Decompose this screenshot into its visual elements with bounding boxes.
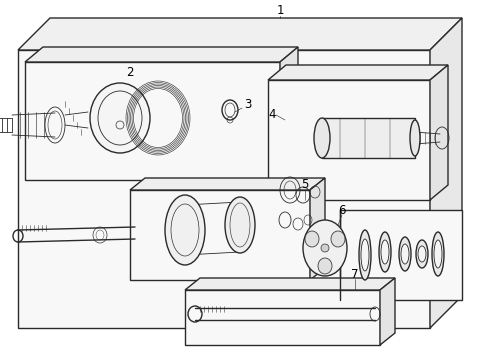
Ellipse shape	[378, 232, 390, 272]
Text: 4: 4	[268, 108, 275, 122]
Ellipse shape	[164, 195, 204, 265]
Text: 5: 5	[301, 179, 308, 192]
Text: 7: 7	[350, 269, 358, 282]
Ellipse shape	[409, 120, 419, 156]
Polygon shape	[18, 50, 429, 328]
Text: 2: 2	[126, 66, 134, 78]
Polygon shape	[130, 190, 309, 280]
Ellipse shape	[317, 258, 331, 274]
Polygon shape	[429, 65, 447, 200]
Ellipse shape	[313, 118, 329, 158]
Polygon shape	[429, 18, 461, 328]
Ellipse shape	[330, 231, 345, 247]
Polygon shape	[184, 290, 379, 345]
Ellipse shape	[90, 83, 150, 153]
Ellipse shape	[380, 240, 388, 264]
Ellipse shape	[358, 230, 370, 280]
Polygon shape	[280, 47, 297, 180]
Text: 6: 6	[338, 203, 345, 216]
Ellipse shape	[431, 232, 443, 276]
Ellipse shape	[398, 237, 410, 271]
Ellipse shape	[417, 246, 425, 262]
Ellipse shape	[360, 239, 368, 271]
Polygon shape	[267, 80, 429, 200]
Polygon shape	[267, 65, 447, 80]
Polygon shape	[339, 210, 461, 300]
Polygon shape	[321, 118, 414, 158]
Ellipse shape	[400, 244, 408, 264]
Ellipse shape	[433, 240, 441, 268]
Polygon shape	[25, 47, 297, 62]
Polygon shape	[309, 178, 325, 280]
Ellipse shape	[303, 220, 346, 276]
Polygon shape	[18, 18, 461, 50]
Ellipse shape	[305, 231, 318, 247]
Ellipse shape	[320, 244, 328, 252]
Ellipse shape	[415, 240, 427, 268]
Text: 1: 1	[276, 4, 283, 17]
Text: 3: 3	[244, 99, 251, 112]
Polygon shape	[25, 62, 280, 180]
Ellipse shape	[224, 197, 254, 253]
Polygon shape	[184, 278, 394, 290]
Polygon shape	[130, 178, 325, 190]
Polygon shape	[379, 278, 394, 345]
